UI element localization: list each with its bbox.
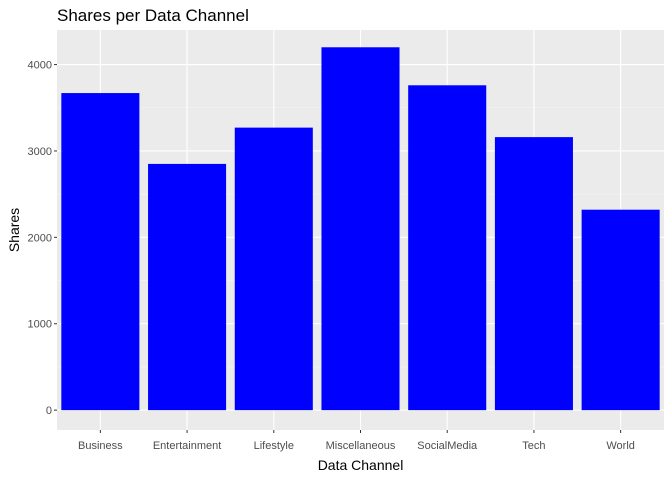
x-tick-label: Entertainment [153, 440, 221, 452]
bar-world [581, 209, 660, 411]
y-axis: 0 1000 2000 3000 4000 [28, 60, 57, 417]
x-axis-title: Data Channel [318, 457, 404, 473]
y-tick-label: 3000 [28, 146, 52, 158]
bar-business [61, 93, 140, 411]
x-tick-label: Lifestyle [254, 440, 294, 452]
y-tick-label: 1000 [28, 319, 52, 331]
bar-socialmedia [408, 85, 487, 411]
y-tick-label: 0 [46, 405, 52, 417]
bar-lifestyle [234, 127, 313, 411]
x-tick-label: World [606, 440, 635, 452]
y-tick-label: 2000 [28, 232, 52, 244]
x-tick-label: SocialMedia [417, 440, 478, 452]
bar-entertainment [148, 163, 227, 411]
bar-miscellaneous [321, 47, 400, 411]
x-tick-label: Business [78, 440, 123, 452]
x-tick-label: Tech [522, 440, 545, 452]
x-axis: Business Entertainment Lifestyle Miscellane… [78, 430, 635, 452]
x-tick-label: Miscellaneous [326, 440, 396, 452]
y-axis-title: Shares [6, 208, 22, 252]
chart-title: Shares per Data Channel [57, 6, 249, 25]
bar-series [61, 47, 660, 411]
y-tick-label: 4000 [28, 60, 52, 72]
bar-tech [494, 137, 573, 411]
